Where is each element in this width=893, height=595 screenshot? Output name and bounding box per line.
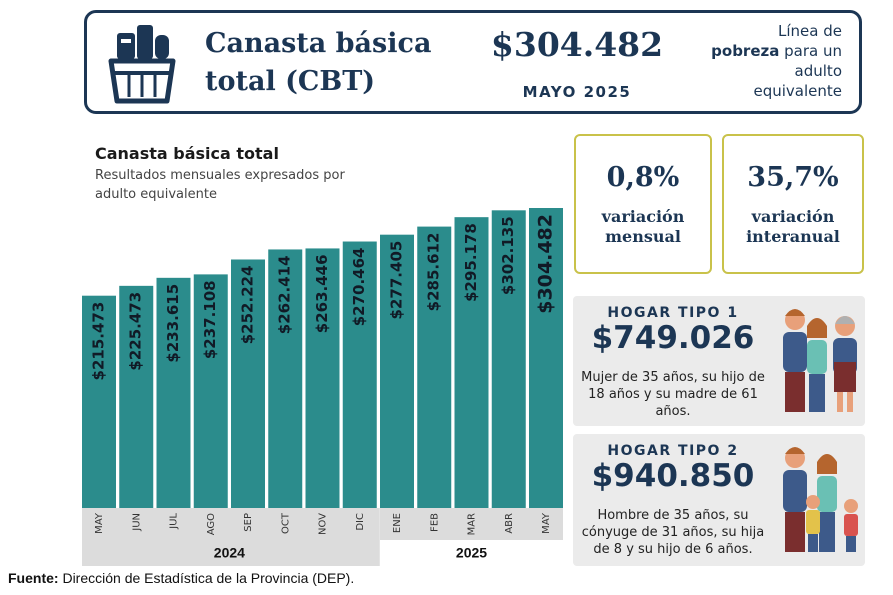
bar <box>529 208 563 508</box>
bar <box>305 248 340 508</box>
x-tick-label: NOV <box>318 513 329 535</box>
header-amount: $304.482 <box>490 25 664 64</box>
x-tick-label: JUN <box>131 513 142 532</box>
bar <box>417 226 452 509</box>
category-band <box>380 508 563 540</box>
note-text: Línea de <box>778 22 842 40</box>
x-tick-label: FEB <box>429 513 440 532</box>
x-tick-label: AGO <box>206 513 217 535</box>
value-label: $270.464 <box>350 248 368 327</box>
value-label: $277.405 <box>388 241 406 320</box>
indicator-label: variación mensual <box>601 207 685 246</box>
note-text: para un adulto equivalente <box>753 42 842 100</box>
year-label: 2025 <box>456 545 487 561</box>
bar <box>231 259 265 508</box>
household-amount: $749.026 <box>591 320 755 356</box>
x-tick-label: MAR <box>467 513 478 535</box>
x-tick-label: JUL <box>169 513 180 530</box>
bar <box>156 277 191 508</box>
x-tick-label: DIC <box>355 513 366 531</box>
bar <box>268 249 303 508</box>
header-title: Canasta básica total (CBT) <box>205 28 432 97</box>
household-title: HOGAR TIPO 2 <box>607 443 739 459</box>
header-note: Línea de pobreza para un adulto equivale… <box>707 21 842 101</box>
bar <box>119 285 154 508</box>
x-tick-label: MAY <box>94 512 105 534</box>
bar <box>82 295 116 508</box>
household-amount: $940.850 <box>591 458 755 494</box>
family-illustration <box>783 309 857 412</box>
value-label: $285.612 <box>425 233 443 312</box>
family-illustration <box>783 447 858 552</box>
bar <box>193 274 228 508</box>
value-label: $233.615 <box>164 284 182 363</box>
source-text: Dirección de Estadística de la Provincia… <box>62 570 355 586</box>
household-box: HOGAR TIPO 2 $940.850 Hombre de 35 años,… <box>573 434 865 566</box>
household-description: Hombre de 35 años, su cónyuge de 31 años… <box>581 508 765 557</box>
value-label: $304.482 <box>535 214 557 314</box>
chart-title: Canasta básica total <box>95 144 279 163</box>
value-label: $262.414 <box>276 255 294 334</box>
bar <box>380 234 414 509</box>
value-label: $302.135 <box>499 216 517 295</box>
basket-icon <box>108 25 176 104</box>
indicator-box: 0,8% variación mensual <box>574 134 712 274</box>
x-tick-label: MAY <box>541 512 552 534</box>
year-label: 2024 <box>214 545 245 561</box>
header-period: MAYO 2025 <box>522 83 632 101</box>
household-title: HOGAR TIPO 1 <box>607 305 739 321</box>
x-tick-label: SEP <box>243 513 254 532</box>
chart-subtitle: Resultados mensuales expresados por adul… <box>95 168 345 202</box>
value-label: $252.224 <box>239 265 257 344</box>
value-label: $215.473 <box>90 302 108 381</box>
header-box: Canasta básica total (CBT) $304.482 MAYO… <box>84 10 862 114</box>
chart: 2024 MAY JUN JUL AGO SEP OCT NOV DIC 2025 ENE FEB MA… <box>82 208 563 566</box>
value-label: $237.108 <box>201 280 219 359</box>
value-label: $263.446 <box>313 254 331 333</box>
source-label: Fuente: <box>8 570 59 586</box>
x-tick-label: ABR <box>504 513 515 534</box>
note-bold: pobreza <box>711 42 780 60</box>
indicator-value: 35,7% <box>747 162 839 193</box>
bar <box>342 241 377 508</box>
indicator-value: 0,8% <box>606 162 680 193</box>
x-tick-label: ENE <box>392 513 403 533</box>
category-band <box>82 508 380 566</box>
value-label: $225.473 <box>127 292 145 371</box>
bar <box>454 217 489 508</box>
household-description: Mujer de 35 años, su hijo de 18 años y s… <box>581 370 765 419</box>
indicator-label: variación interanual <box>746 207 840 246</box>
bar <box>491 210 526 509</box>
x-tick-label: OCT <box>280 512 291 534</box>
indicator-box: 35,7% variación interanual <box>722 134 864 274</box>
source: Fuente: Dirección de Estadística de la P… <box>8 570 354 586</box>
household-box: HOGAR TIPO 1 $749.026 Mujer de 35 años, … <box>573 296 865 426</box>
value-label: $295.178 <box>462 223 480 302</box>
